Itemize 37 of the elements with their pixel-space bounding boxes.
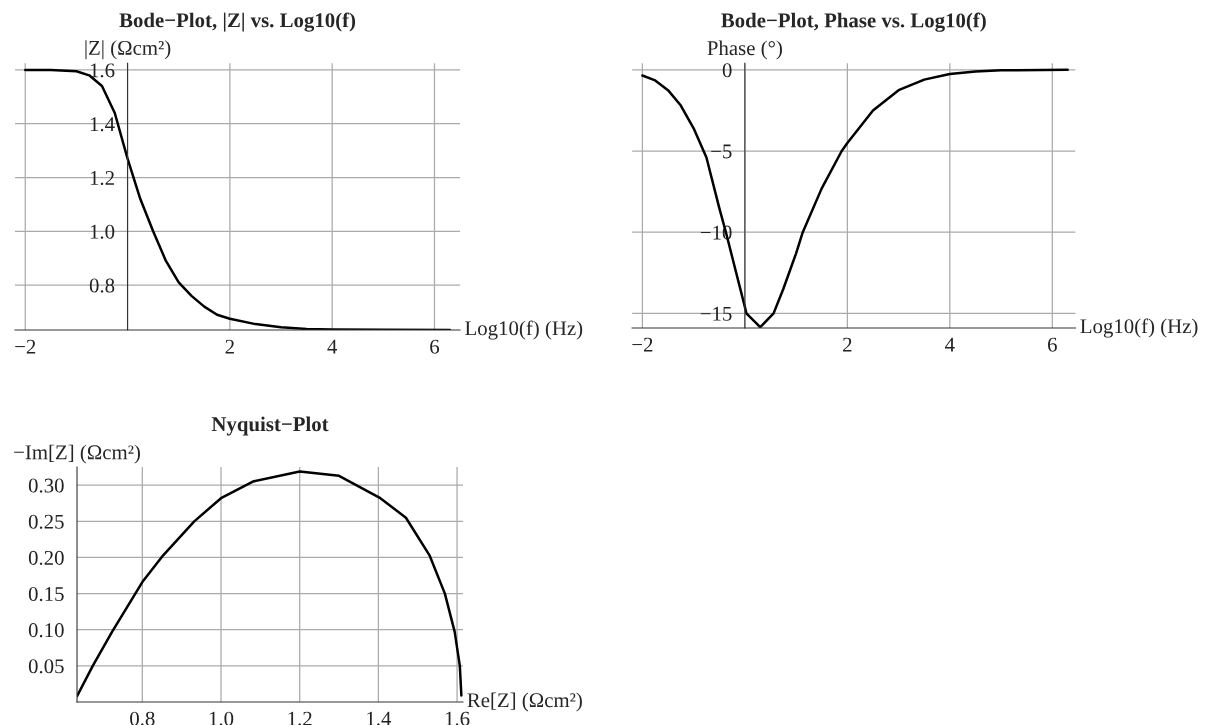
x-axis-title: Re[Z] (Ωcm²) bbox=[467, 692, 582, 712]
chart-title: Nyquist−Plot bbox=[211, 416, 329, 436]
y-tick-label: 0 bbox=[722, 63, 732, 78]
x-tick-label: 1.6 bbox=[445, 711, 470, 725]
chart-title: Bode−Plot, Phase vs. Log10(f) bbox=[721, 12, 986, 32]
y-tick-label: 0.20 bbox=[28, 550, 64, 565]
y-tick-label: 1.0 bbox=[90, 224, 115, 239]
y-tick-label: 0.10 bbox=[28, 623, 64, 638]
y-tick-label: 1.4 bbox=[90, 117, 115, 132]
y-axis-title: Phase (°) bbox=[707, 40, 782, 60]
x-tick-label: 2 bbox=[225, 339, 234, 354]
y-tick-label: 1.6 bbox=[90, 63, 115, 78]
x-tick-label: 1.0 bbox=[209, 711, 234, 725]
x-tick-label: −2 bbox=[632, 337, 653, 352]
y-axis-title: −Im[Z] (Ωcm²) bbox=[14, 444, 140, 464]
x-tick-label: 2 bbox=[843, 337, 852, 352]
y-tick-label: 0.30 bbox=[28, 478, 64, 493]
x-tick-label: 0.8 bbox=[130, 711, 155, 725]
x-tick-label: 4 bbox=[945, 337, 955, 352]
x-tick-label: 6 bbox=[430, 339, 440, 354]
x-tick-label: 6 bbox=[1048, 337, 1057, 352]
y-tick-label: −15 bbox=[700, 306, 732, 321]
y-tick-label: 0.15 bbox=[28, 586, 64, 602]
y-tick-label: 0.05 bbox=[28, 659, 64, 674]
x-tick-label: 1.4 bbox=[367, 711, 392, 725]
line-series bbox=[77, 470, 463, 698]
y-tick-label: 0.8 bbox=[89, 278, 115, 293]
x-tick-label: −2 bbox=[15, 339, 36, 354]
x-axis-title: Log10(f) (Hz) bbox=[1080, 318, 1198, 338]
x-tick-label: 1.2 bbox=[288, 711, 312, 725]
x-axis-title: Log10(f) (Hz) bbox=[465, 320, 583, 340]
y-tick-label: −5 bbox=[711, 144, 732, 159]
y-tick-label: 0.25 bbox=[28, 514, 64, 529]
y-tick-label: 1.2 bbox=[90, 170, 114, 186]
chart-title: Bode−Plot, |Z| vs. Log10(f) bbox=[119, 12, 356, 32]
y-axis-title: |Z| (Ωcm²) bbox=[85, 40, 171, 60]
x-tick-label: 4 bbox=[327, 339, 338, 354]
